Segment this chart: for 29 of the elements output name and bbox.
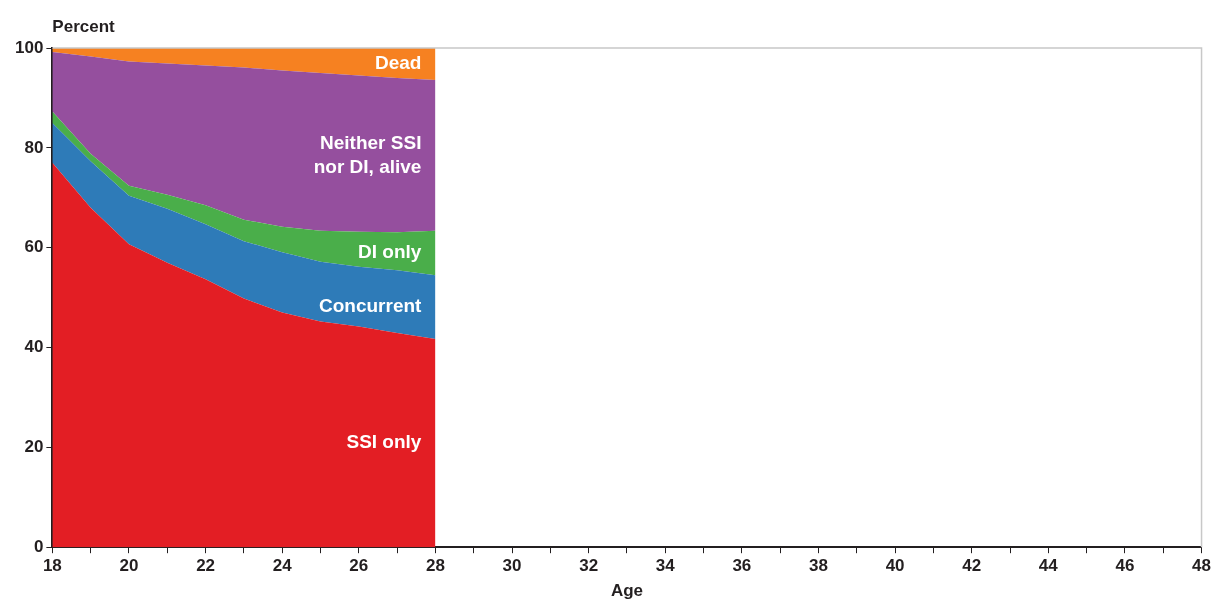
series-label: Neither SSI nor DI, alive bbox=[313, 131, 422, 177]
y-tick-label: 60 bbox=[24, 237, 44, 257]
x-tick-label: 46 bbox=[1115, 556, 1135, 576]
x-tick-label: 30 bbox=[502, 556, 522, 576]
series-label: Concurrent bbox=[319, 295, 423, 317]
x-tick-label: 28 bbox=[425, 556, 445, 576]
y-tick-label: 0 bbox=[33, 536, 44, 556]
x-tick-label: 34 bbox=[655, 556, 676, 576]
x-tick-label: 44 bbox=[1038, 556, 1059, 576]
y-tick-label: 80 bbox=[24, 137, 44, 157]
x-axis-title: Age bbox=[610, 581, 644, 601]
x-tick-label: 20 bbox=[119, 556, 139, 576]
y-tick-label: 20 bbox=[24, 437, 44, 457]
x-tick-label: 42 bbox=[962, 556, 982, 576]
x-tick-label: 22 bbox=[196, 556, 216, 576]
series-label: Dead bbox=[374, 52, 422, 74]
x-tick-label: 24 bbox=[272, 556, 293, 576]
x-tick-label: 38 bbox=[809, 556, 828, 576]
y-tick-label: 100 bbox=[14, 37, 44, 57]
x-tick-label: 26 bbox=[349, 556, 369, 576]
x-tick-label: 36 bbox=[732, 556, 752, 576]
series-label: DI only bbox=[358, 241, 422, 263]
x-tick-label: 32 bbox=[579, 556, 599, 576]
x-tick-label: 18 bbox=[42, 556, 62, 576]
y-axis-title: Percent bbox=[52, 17, 116, 37]
y-tick-label: 40 bbox=[24, 337, 44, 357]
x-tick-label: 48 bbox=[1192, 556, 1212, 576]
x-tick-label: 40 bbox=[885, 556, 905, 576]
series-label: SSI only bbox=[346, 431, 422, 453]
